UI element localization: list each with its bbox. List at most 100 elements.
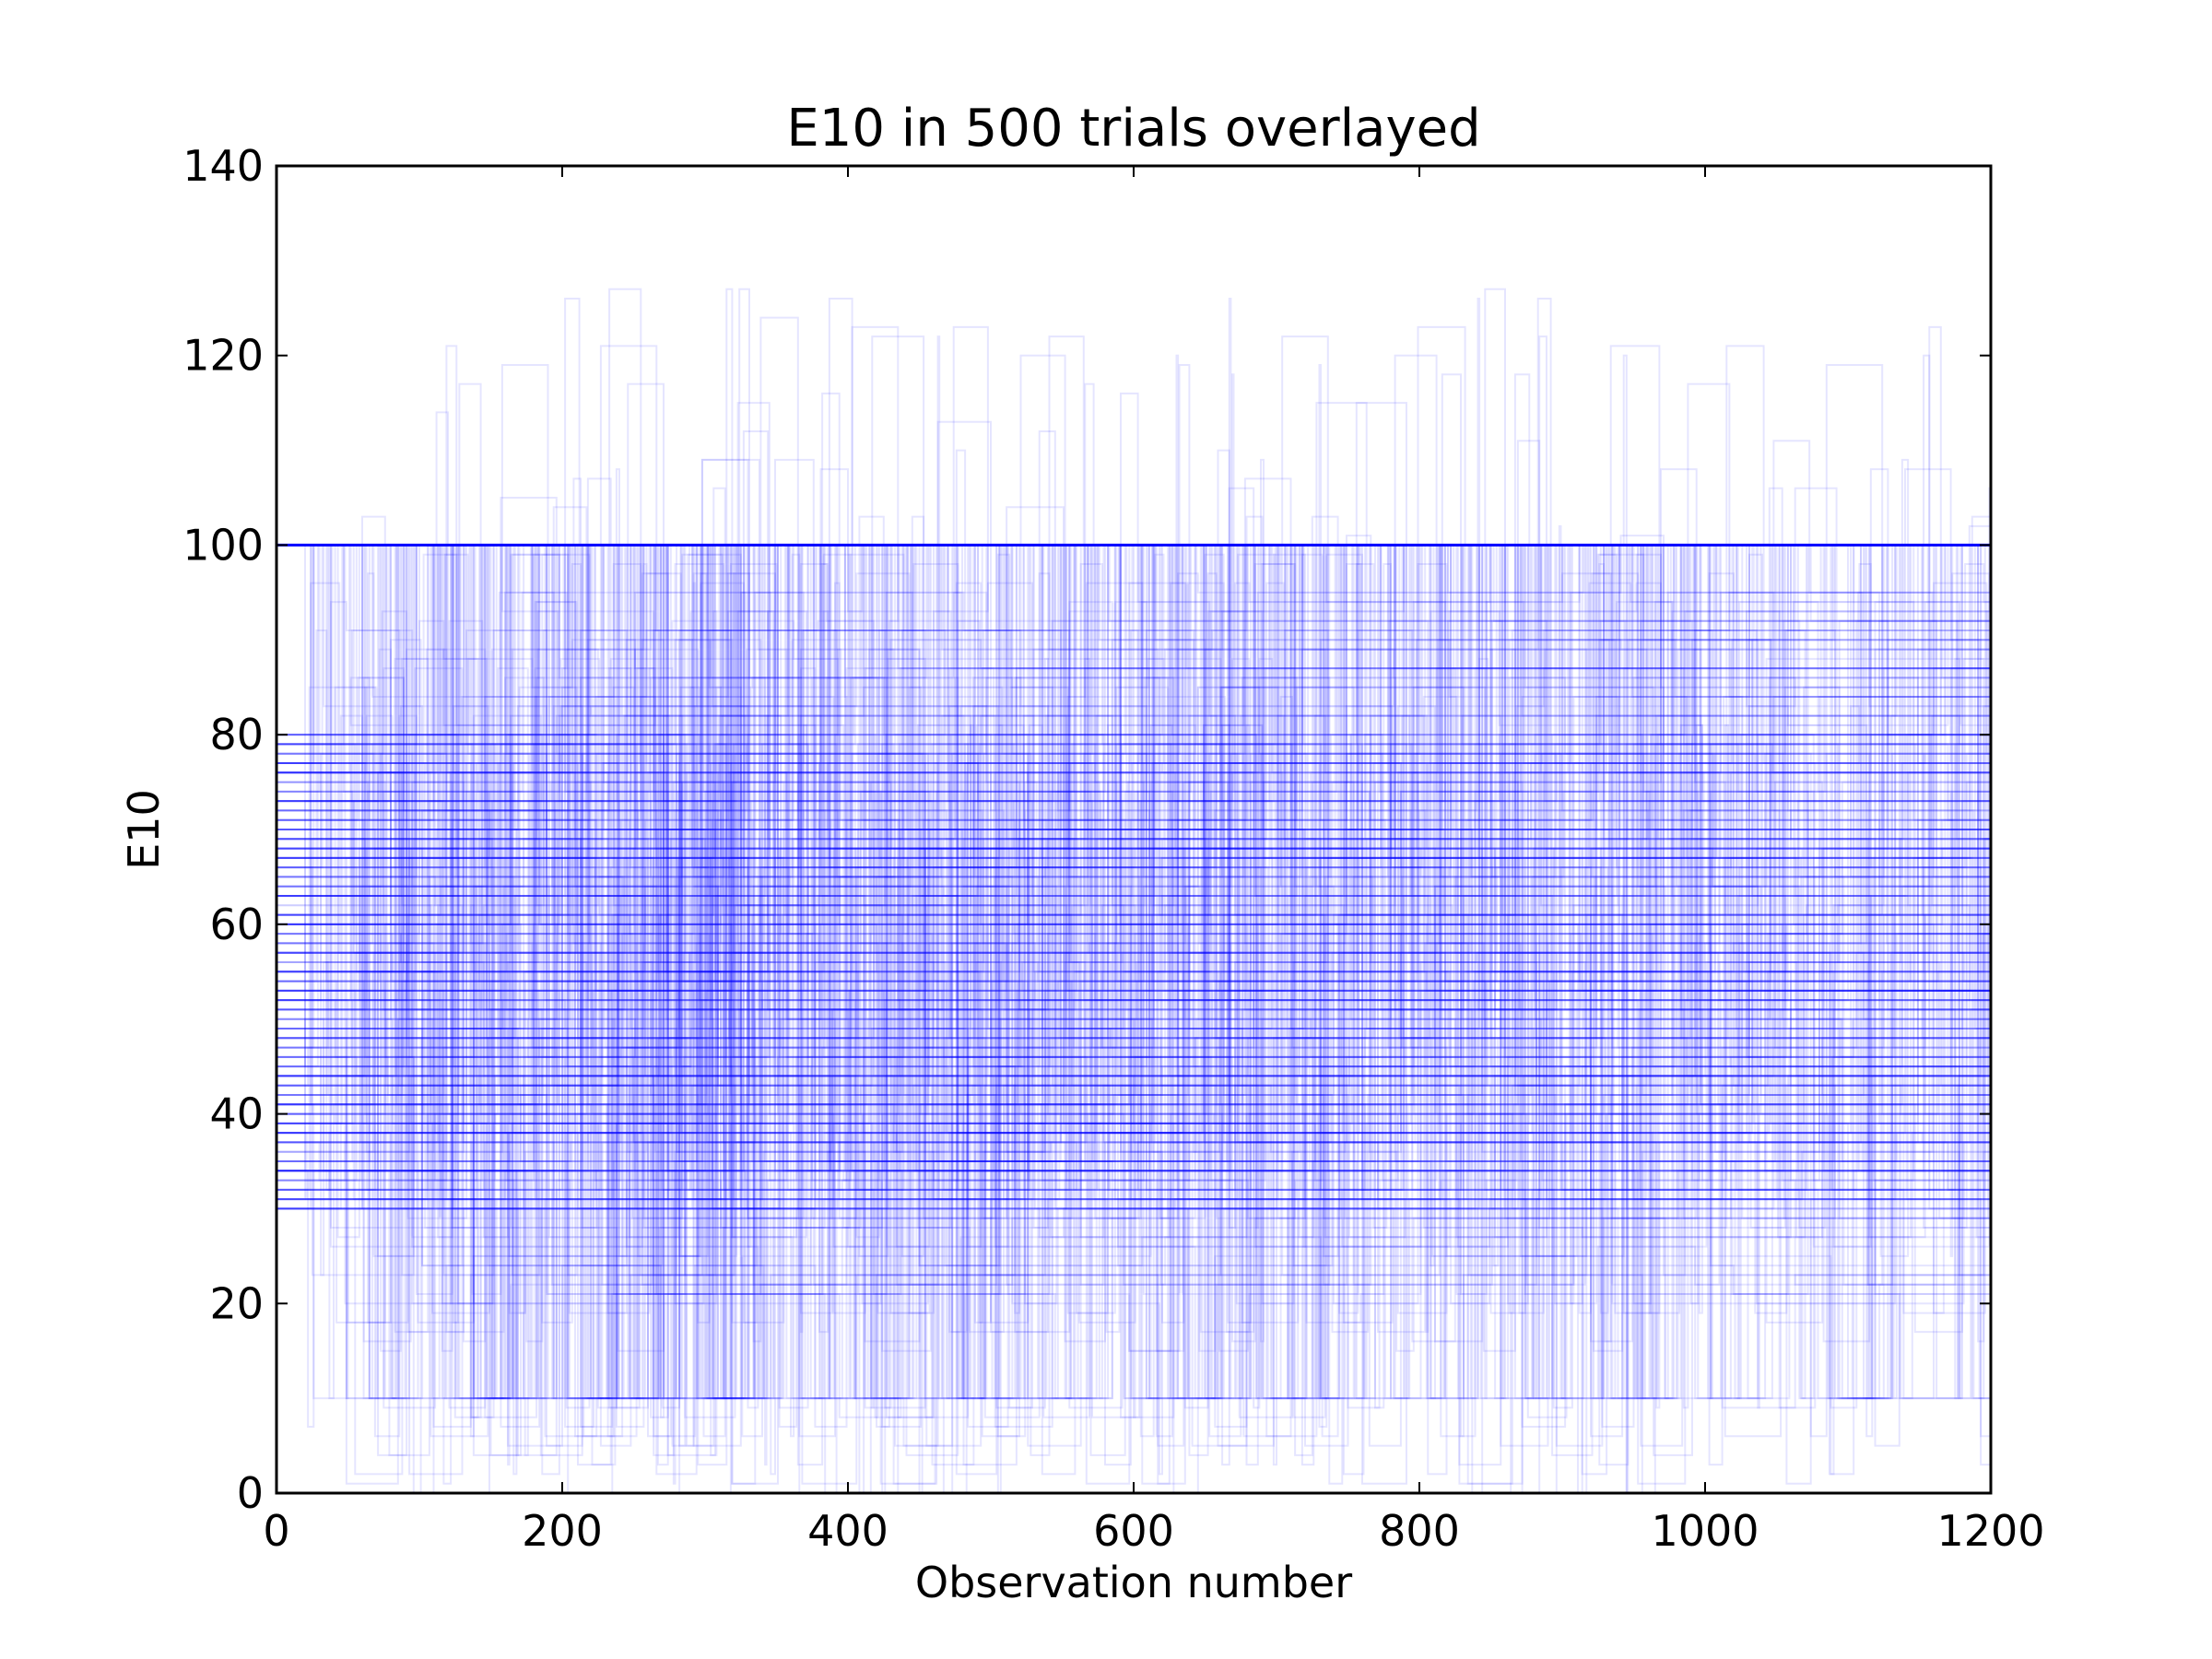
trial-series-line: [276, 392, 1991, 1466]
trial-series-line: [276, 382, 1991, 1040]
x-tick-label: 800: [1379, 1506, 1460, 1556]
trial-series-line: [276, 544, 1991, 1493]
trial-series-line: [276, 544, 1991, 1096]
trial-series-line: [276, 639, 1991, 1400]
trial-series-line: [276, 544, 1991, 1400]
trial-series-line: [276, 544, 1991, 1428]
trial-series-line: [276, 544, 1991, 1400]
trial-series-line: [276, 648, 1991, 1182]
y-tick-label: 40: [209, 1089, 264, 1139]
trial-series-line: [276, 629, 1991, 1201]
trial-series-line: [276, 553, 1991, 1334]
trial-series-line: [276, 591, 1991, 1201]
trial-series-line: [276, 544, 1991, 1400]
trial-series-line: [276, 724, 1991, 1428]
trial-series-line: [276, 544, 1991, 897]
trial-series-line: [276, 544, 1991, 1476]
trial-series-line: [276, 980, 1991, 1400]
trial-series-line: [276, 544, 1991, 1409]
trial-series-line: [276, 364, 1991, 1400]
trial-series-line: [276, 667, 1991, 1058]
trial-series-line: [276, 544, 1991, 1428]
x-tick-label: 0: [263, 1506, 289, 1556]
trial-series-line: [276, 544, 1991, 1418]
trial-series-line: [276, 544, 1991, 1400]
trial-series-line: [276, 601, 1991, 850]
trial-series-line: [276, 544, 1991, 1400]
trial-series-line: [276, 942, 1991, 1447]
trial-series-line: [276, 544, 1991, 1485]
trial-series-line: [276, 544, 1991, 1493]
trial-series-line: [276, 506, 1991, 1400]
trial-series-line: [276, 544, 1991, 1210]
trial-series-line: [276, 544, 1991, 1162]
trial-series-line: [276, 544, 1991, 1124]
trial-series-line: [276, 288, 1991, 1400]
trial-series-line: [276, 544, 1991, 1324]
trial-series-line: [276, 677, 1991, 1400]
trial-series-line: [276, 544, 1991, 1418]
trial-series-line: [276, 411, 1991, 1456]
trial-series-line: [276, 544, 1991, 1276]
trial-series-line: [276, 553, 1991, 1077]
trial-series-line: [276, 591, 1991, 1400]
trial-series-line: [276, 771, 1991, 1162]
trial-series-line: [276, 572, 1991, 1295]
trial-series-line: [276, 610, 1991, 1400]
trial-series-line: [276, 544, 1991, 1466]
trial-series-line: [276, 382, 1991, 1428]
trial-series-line: [276, 885, 1991, 1493]
trial-series-line: [276, 335, 1991, 1011]
trial-series-line: [276, 619, 1991, 1277]
trial-series-line: [276, 544, 1991, 1352]
trial-series-line: [276, 601, 1991, 1400]
trial-series-line: [276, 639, 1991, 1400]
trial-series-line: [276, 544, 1991, 1428]
trial-series-line: [276, 544, 1991, 1162]
trial-series-line: [276, 639, 1991, 1428]
trial-series-line: [276, 298, 1991, 1476]
trial-series-line: [276, 743, 1991, 1191]
trial-series-line: [276, 544, 1991, 954]
trial-series-line: [276, 325, 1991, 1493]
trial-series-line: [276, 714, 1991, 1295]
trial-series-line: [276, 582, 1991, 1400]
trial-series-line: [276, 382, 1991, 1400]
trial-series-line: [276, 619, 1991, 1400]
trial-series-line: [276, 544, 1991, 1447]
trial-series-line: [276, 762, 1991, 1219]
trial-series-line: [276, 544, 1991, 1352]
x-tick-label: 1000: [1651, 1506, 1759, 1556]
trial-series-line: [276, 714, 1991, 1115]
trial-series-line: [276, 544, 1991, 1400]
trial-series-line: [276, 553, 1991, 1428]
trial-series-line: [276, 544, 1991, 1400]
trial-series-line: [276, 582, 1991, 1400]
trial-series-line: [276, 544, 1991, 1400]
trial-series-line: [276, 544, 1991, 1106]
trial-series-line: [276, 544, 1991, 1447]
trial-series-line: [276, 544, 1991, 1438]
trial-series-line: [276, 544, 1991, 1400]
trial-series-line: [276, 544, 1991, 1087]
trial-series-line: [276, 544, 1991, 1409]
trial-series-line: [276, 544, 1991, 1476]
trial-series-line: [276, 1028, 1991, 1428]
trial-series-line: [276, 544, 1991, 1418]
trial-series-line: [276, 734, 1991, 1447]
trial-series-line: [276, 686, 1991, 945]
trial-series-line: [276, 544, 1991, 1400]
y-tick-label: 60: [209, 900, 264, 949]
y-tick-label: 20: [209, 1278, 264, 1328]
trial-series-line: [276, 458, 1991, 1400]
trial-series-line: [276, 544, 1991, 1400]
trial-series-line: [276, 544, 1991, 1438]
trial-series-line: [276, 458, 1991, 1400]
trial-series-line: [276, 544, 1991, 1400]
trial-series-line: [276, 544, 1991, 1400]
trial-series-line: [276, 544, 1991, 1277]
trial-series-line: [276, 639, 1991, 1324]
trial-series-line: [276, 544, 1991, 1162]
trial-series-line: [276, 544, 1991, 1400]
trial-series-line: [276, 354, 1991, 1400]
